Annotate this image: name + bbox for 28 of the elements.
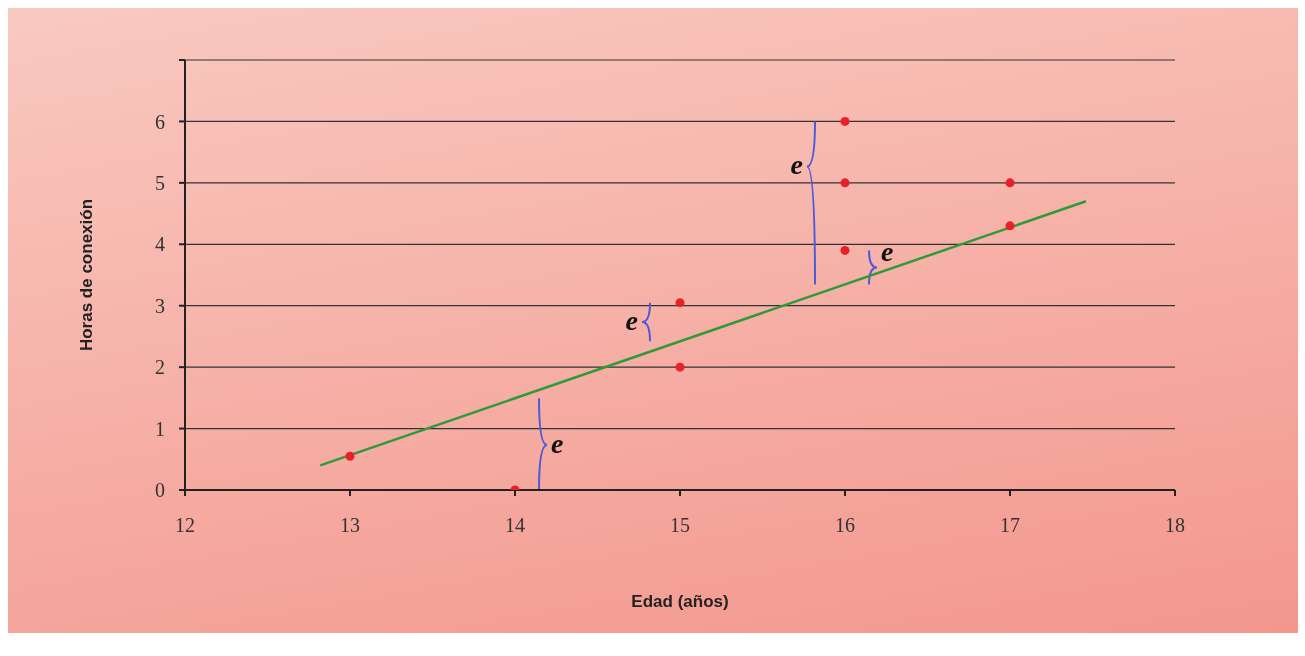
- point: [840, 245, 850, 255]
- point: [675, 298, 685, 308]
- y-tick-label: 1: [155, 417, 165, 440]
- x-tick-label: 16: [835, 514, 855, 537]
- y-tick-label: 6: [155, 110, 165, 133]
- y-axis-title: Horas de conexión: [77, 198, 97, 352]
- x-tick-label: 17: [1000, 514, 1020, 537]
- annotation: e: [625, 304, 638, 336]
- y-tick-label: 2: [155, 356, 165, 379]
- y-tick-label: 4: [155, 233, 165, 256]
- y-tick-label: 3: [155, 294, 165, 317]
- point: [1005, 221, 1015, 231]
- point: [1005, 178, 1015, 188]
- x-tick-label: 14: [505, 514, 525, 537]
- point: [345, 451, 355, 461]
- x-tick-label: 18: [1165, 514, 1185, 537]
- y-tick-label: 5: [155, 171, 165, 194]
- annotation: e: [551, 428, 564, 459]
- annotation: e: [790, 149, 803, 181]
- point: [840, 116, 850, 126]
- y-tick-label: 0: [155, 479, 165, 502]
- x-tick-label: 15: [670, 514, 690, 537]
- x-tick-label: 12: [175, 514, 195, 537]
- x-axis-title: Edad (años): [631, 592, 729, 611]
- x-tick-label: 13: [340, 514, 360, 537]
- annotation: e: [881, 236, 894, 268]
- point: [675, 362, 685, 372]
- point: [840, 178, 850, 188]
